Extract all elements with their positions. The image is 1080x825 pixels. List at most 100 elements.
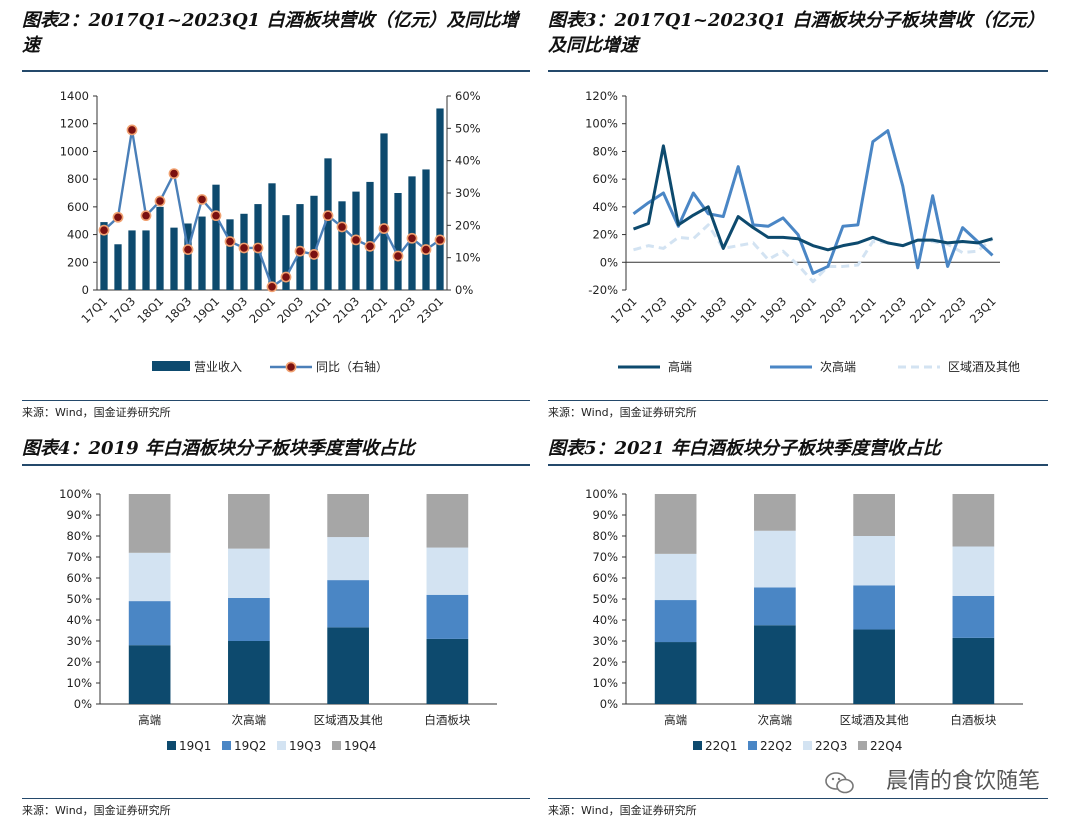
c2-left-tick-label: 1400	[60, 89, 89, 103]
chart4-source: 来源：Wind，国金证券研究所	[22, 804, 171, 817]
c4-y-tick-label: 20%	[66, 655, 92, 669]
c4-bar-segment	[327, 537, 369, 581]
c2-left-tick-label: 400	[67, 228, 89, 242]
c2-yoy-point	[406, 232, 418, 244]
c2-x-tick-label: 23Q1	[414, 294, 446, 326]
chart2-title-rule	[22, 70, 530, 72]
c4-y-tick-label: 100%	[59, 487, 92, 501]
chart2-source: 来源：Wind，国金证券研究所	[22, 406, 171, 419]
c5-bar-segment	[952, 595, 995, 638]
c4-y-tick-label: 40%	[66, 613, 92, 627]
c2-yoy-point	[336, 221, 348, 233]
c2-yoy-point	[280, 271, 292, 283]
chart2-source-rule	[22, 400, 530, 401]
chart3-title: 图表3：2017Q1~2023Q1 白酒板块分子板块营收（亿元）及同比增速	[548, 10, 1045, 56]
c4-bar-segment	[228, 641, 270, 704]
c4-x-tick-label: 次高端	[232, 713, 267, 727]
c5-bar-segment	[754, 494, 796, 531]
chart5-panel: 图表5：2021 年白酒板块分子板块季度营收占比 100% 90% 80% 70% 60…	[548, 432, 1068, 825]
c5-x-tick-label: 次高端	[758, 713, 793, 727]
c2-yoy-point	[308, 249, 320, 260]
c3-series-line	[632, 129, 994, 275]
c5-y-tick-label: 0%	[600, 697, 618, 711]
c3-x-tick-label: 22Q1	[907, 294, 939, 326]
c4-legend-swatch	[167, 741, 176, 750]
chart4-title-rule	[22, 464, 530, 466]
c5-bar-segment	[654, 642, 697, 704]
chart5-source: 来源：Wind，国金证券研究所	[548, 804, 697, 817]
c4-legend-label: 19Q1	[179, 739, 211, 753]
c2-bar	[212, 184, 220, 290]
c2-yoy-point	[168, 168, 180, 179]
c3-legend-label: 高端	[668, 359, 692, 374]
c2-bar	[380, 133, 388, 290]
c2-x-tick-label: 22Q3	[386, 294, 418, 326]
c4-bar-segment	[327, 627, 369, 704]
chart4-panel: 图表4：2019 年白酒板块分子板块季度营收占比 100% 90% 80% 70% 60…	[22, 432, 542, 825]
c2-yoy-point	[294, 245, 306, 257]
c5-bar-segment	[853, 629, 895, 704]
c5-bar-segment	[952, 637, 995, 704]
c5-bar-segment	[853, 585, 895, 630]
c5-legend-swatch	[693, 741, 702, 750]
c4-y-tick-label: 60%	[66, 571, 92, 585]
chart3-source: 来源：Wind，国金证券研究所	[548, 406, 697, 419]
c2-x-tick-label: 17Q1	[78, 294, 110, 326]
c3-x-tick-label: 22Q3	[937, 294, 969, 326]
c4-bar-segment	[426, 594, 469, 639]
c2-x-tick-label: 19Q1	[190, 294, 222, 326]
c2-x-tick-label: 18Q3	[162, 294, 194, 326]
c5-bar-segment	[853, 494, 895, 536]
c4-bar-segment	[128, 494, 171, 553]
c2-bar	[436, 108, 444, 290]
c5-y-tick-label: 80%	[592, 529, 618, 543]
c2-bar	[114, 244, 122, 290]
c2-yoy-point	[350, 234, 362, 246]
c5-y-tick-label: 20%	[592, 655, 618, 669]
c4-x-tick-label: 白酒板块	[424, 713, 470, 727]
c5-bar-segment	[952, 546, 995, 596]
chart4-source-rule	[22, 798, 530, 799]
c2-legend-line-marker	[285, 361, 297, 373]
c5-y-tick-label: 50%	[592, 592, 618, 606]
c2-bar	[128, 230, 136, 290]
chart2-title: 图表2：2017Q1~2023Q1 白酒板块营收（亿元）及同比增速	[22, 10, 519, 56]
c2-bar	[198, 216, 206, 290]
c2-bar	[310, 195, 318, 290]
c5-bar-segment	[654, 600, 697, 643]
c3-x-tick-label: 20Q3	[817, 294, 849, 326]
c5-y-tick-label: 90%	[592, 508, 618, 522]
c4-y-tick-label: 90%	[66, 508, 92, 522]
c5-bar-segment	[952, 494, 995, 547]
c2-legend-bar-label: 营业收入	[194, 360, 242, 374]
c2-yoy-point	[224, 236, 236, 247]
c5-bar-segment	[754, 625, 796, 704]
c2-right-tick-label: 60%	[455, 89, 481, 103]
chart5-svg: 100% 90% 80% 70% 60% 50% 40% 30% 20% 10% 0% 高端 次高端 区域…	[585, 487, 1023, 753]
c3-x-tick-label: 20Q1	[787, 294, 819, 326]
c2-bar	[184, 223, 192, 290]
c3-legend-label: 次高端	[820, 359, 856, 374]
c3-x-tick-label: 19Q3	[757, 294, 789, 326]
c2-yoy-point	[182, 244, 194, 255]
chart5-source-rule	[548, 798, 1048, 799]
c3-y-tick-label: 100%	[585, 117, 618, 131]
c4-bar-segment	[228, 494, 270, 549]
c2-x-tick-label: 21Q3	[330, 294, 362, 326]
c3-series-line	[632, 144, 993, 252]
c3-x-tick-label: 21Q1	[847, 294, 879, 326]
c2-yoy-point	[112, 211, 124, 223]
c4-bar-segment	[228, 597, 270, 641]
c4-x-tick-label: 区域酒及其他	[314, 713, 383, 727]
c2-right-tick-label: 20%	[455, 218, 481, 232]
c2-yoy-point	[154, 195, 166, 207]
c3-x-tick-label: 23Q1	[967, 294, 999, 326]
c2-left-tick-label: 200	[67, 255, 89, 269]
c4-bar-segment	[426, 494, 469, 548]
chart3-panel: 图表3：2017Q1~2023Q1 白酒板块分子板块营收（亿元）及同比增速 12…	[548, 8, 1068, 428]
c5-legend-swatch	[748, 741, 757, 750]
c5-x-tick-label: 高端	[664, 713, 687, 727]
c5-x-tick-label: 区域酒及其他	[840, 713, 909, 727]
c4-legend-swatch	[222, 741, 231, 750]
c4-legend-label: 19Q2	[234, 739, 266, 753]
